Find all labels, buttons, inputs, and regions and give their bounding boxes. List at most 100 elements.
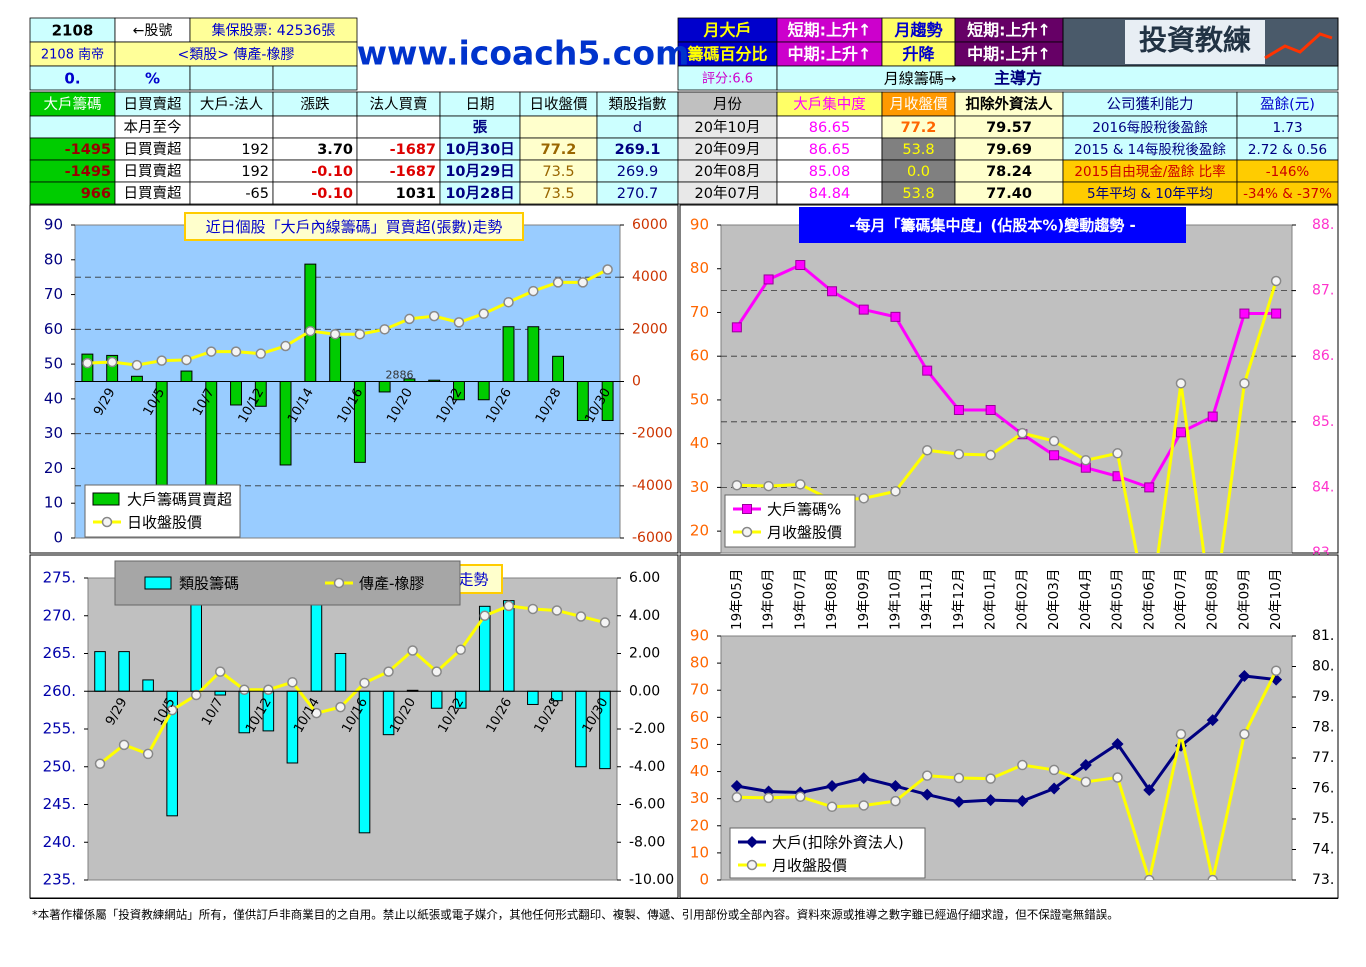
marker xyxy=(1270,275,1282,287)
marker xyxy=(329,328,341,340)
cell-text: -1495 xyxy=(65,142,111,158)
y2-tick-label: 78. xyxy=(1312,720,1334,736)
cell-text: 84.84 xyxy=(809,186,851,202)
column-header: 日期 xyxy=(466,96,495,113)
cell-text: 78.24 xyxy=(986,164,1032,180)
legend-label: 大戶(扣除外資法人) xyxy=(772,834,904,852)
table-cell xyxy=(189,115,274,139)
cell-text: 日買賣超 xyxy=(124,141,182,158)
y-tick-label: 40 xyxy=(690,434,709,452)
marker xyxy=(255,348,267,359)
y2-tick-label: 86. xyxy=(1312,348,1334,364)
y2-tick-label: -8.00 xyxy=(629,834,665,850)
cell-text: 53.8 xyxy=(902,186,934,202)
cell-text: 3.70 xyxy=(317,142,353,158)
cell-text: 中期:上升↑ xyxy=(788,45,872,64)
column-header: 扣除外資法人 xyxy=(966,95,1053,113)
column-header: 類股指數 xyxy=(609,96,667,113)
column-header: 漲跌 xyxy=(301,96,330,113)
y2-tick-label: 85. xyxy=(1312,414,1334,430)
marker xyxy=(287,676,298,688)
cell-text: 73.5 xyxy=(542,164,574,180)
cell-text: 主導方 xyxy=(994,69,1042,88)
marker xyxy=(1111,737,1124,750)
marker xyxy=(795,479,806,490)
column-header: 盈餘(元) xyxy=(1260,96,1315,113)
y2-tick-label: 84. xyxy=(1312,479,1334,495)
table-cell xyxy=(677,17,778,43)
cell-text: 269.9 xyxy=(617,164,659,180)
x-tick-label: 19年07月 xyxy=(792,569,808,630)
cell-text: 月趨勢 xyxy=(893,21,942,40)
cell-text: 192 xyxy=(241,164,269,180)
marker xyxy=(101,516,113,528)
x-tick-label: 20年01月 xyxy=(983,569,999,630)
y-tick-label: 20 xyxy=(690,816,709,834)
legend-label: 月收盤股價 xyxy=(767,524,842,542)
cell-text: 79.69 xyxy=(986,142,1032,158)
marker xyxy=(742,504,752,514)
marker xyxy=(953,404,964,415)
y-tick-label: 20 xyxy=(690,522,709,540)
legend xyxy=(114,560,461,606)
marker xyxy=(503,600,515,612)
y2-tick-label: 2.00 xyxy=(629,646,660,662)
marker xyxy=(1048,782,1061,795)
y-tick-label: 80 xyxy=(44,250,63,268)
marker xyxy=(94,758,106,769)
marker xyxy=(156,355,167,366)
y-tick-label: 90 xyxy=(690,216,709,234)
marker xyxy=(1016,795,1029,808)
y-tick-label: 60 xyxy=(44,320,63,338)
marker xyxy=(1112,448,1123,459)
marker xyxy=(890,486,901,497)
marker xyxy=(551,605,563,616)
marker xyxy=(1143,784,1156,797)
marker xyxy=(1270,665,1282,676)
marker xyxy=(577,277,589,288)
legend-label: 大戶籌碼% xyxy=(767,501,841,519)
cell-text: 20年09月 xyxy=(695,141,761,158)
cell-text: % xyxy=(145,70,160,88)
x-tick-label: 19年05月 xyxy=(729,569,745,630)
column-header: 公司獲利能力 xyxy=(1107,96,1194,113)
table-cell xyxy=(519,115,598,139)
marker xyxy=(106,356,118,368)
marker xyxy=(953,772,965,784)
y2-tick-label: 87. xyxy=(1312,283,1334,299)
legend xyxy=(729,827,926,879)
bar xyxy=(118,651,130,692)
table-cell xyxy=(272,65,358,91)
cell-text: 張 xyxy=(473,119,488,136)
bar xyxy=(230,381,242,406)
x-tick-label: 20年07月 xyxy=(1173,569,1189,630)
cell-text: -146% xyxy=(1266,164,1310,180)
cell-text: 73.5 xyxy=(542,186,574,202)
x-tick-label: 19年12月 xyxy=(951,569,967,630)
legend-swatch xyxy=(92,492,120,506)
cell-text: 20年10月 xyxy=(695,119,761,136)
marker xyxy=(857,772,870,785)
x-tick-label: 20年03月 xyxy=(1046,569,1062,630)
legend-swatch xyxy=(144,576,172,590)
marker xyxy=(575,611,587,622)
bar xyxy=(527,690,539,705)
marker xyxy=(383,666,394,677)
y-tick-label: 235. xyxy=(43,871,76,889)
bar xyxy=(130,375,143,382)
table-cell xyxy=(272,115,358,139)
cell-text: 5年平均 & 10年平均 xyxy=(1087,186,1213,202)
table-cell xyxy=(272,91,358,117)
marker xyxy=(206,346,217,357)
cell-text: <類股> 傳產-橡膠 xyxy=(178,46,295,63)
x-tick-label: 20年06月 xyxy=(1141,569,1157,630)
x-tick-label: 20年04月 xyxy=(1078,569,1094,630)
y2-tick-label: 75. xyxy=(1312,811,1334,827)
legend-label: 大戶籌碼買賣超 xyxy=(127,491,232,509)
bar xyxy=(378,381,391,393)
table-cell xyxy=(29,115,116,139)
cell-text: -0.10 xyxy=(311,186,353,202)
y-tick-label: 20 xyxy=(44,459,63,477)
marker xyxy=(858,493,869,504)
y-tick-label: 250. xyxy=(43,757,76,775)
